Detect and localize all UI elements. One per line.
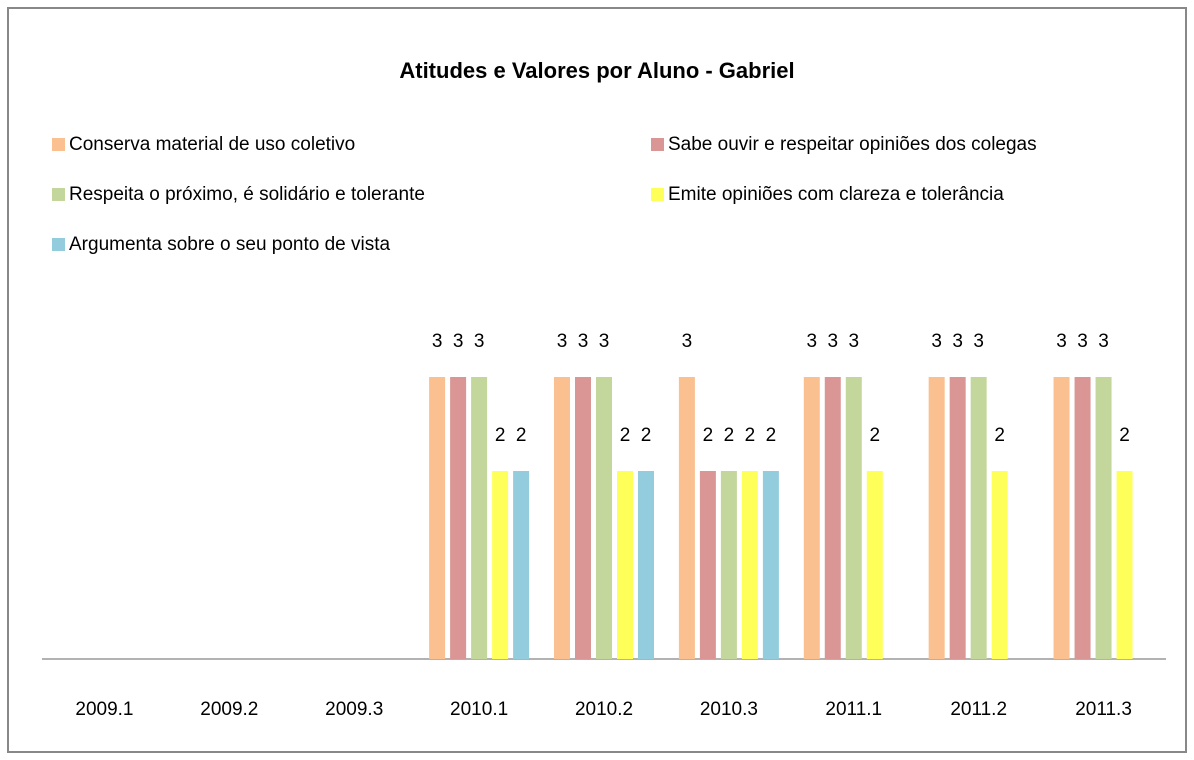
bar [513, 471, 530, 659]
legend-swatch [52, 188, 65, 201]
legend-label: Emite opiniões com clareza e tolerância [668, 184, 1004, 205]
bar [991, 471, 1008, 659]
bar [699, 471, 716, 659]
bar [845, 377, 862, 659]
data-label: 3 [474, 331, 485, 352]
x-tick-label: 2009.2 [200, 699, 258, 720]
x-tick-label: 2011.1 [825, 699, 882, 720]
legend-label: Conserva material de uso coletivo [69, 134, 355, 155]
data-label: 3 [1077, 331, 1088, 352]
bar [803, 377, 820, 659]
legend-label: Sabe ouvir e respeitar opiniões dos cole… [668, 134, 1037, 155]
data-label: 2 [724, 425, 735, 446]
data-label: 3 [827, 331, 838, 352]
bar [471, 377, 488, 659]
bar [1053, 377, 1070, 659]
data-label: 2 [495, 425, 506, 446]
data-label: 3 [973, 331, 984, 352]
data-label: 2 [516, 425, 527, 446]
bar [638, 471, 654, 659]
data-label: 3 [453, 331, 464, 352]
data-label: 2 [766, 425, 777, 446]
data-label: 2 [641, 425, 652, 446]
data-label: 2 [994, 425, 1005, 446]
bar [949, 377, 966, 659]
x-tick-label: 2010.2 [575, 699, 633, 720]
bar [1116, 471, 1133, 659]
bar [596, 377, 612, 659]
legend-label: Respeita o próximo, é solidário e tolera… [69, 184, 425, 205]
bar [617, 471, 633, 659]
bar [492, 471, 509, 659]
data-label: 3 [931, 331, 942, 352]
bar [1095, 377, 1112, 659]
data-label: 3 [1098, 331, 1109, 352]
bar [450, 377, 467, 659]
bar [928, 377, 945, 659]
bar [741, 471, 758, 659]
data-label: 3 [599, 331, 610, 352]
bar [1074, 377, 1091, 659]
bar [429, 377, 446, 659]
bar [720, 471, 737, 659]
data-label: 3 [848, 331, 859, 352]
data-label: 2 [1119, 425, 1130, 446]
legend-swatch [52, 138, 65, 151]
bar [762, 471, 779, 659]
legend-swatch [651, 188, 664, 201]
data-label: 3 [557, 331, 568, 352]
x-tick-label: 2009.1 [75, 699, 133, 720]
bar [866, 471, 883, 659]
data-label: 3 [432, 331, 443, 352]
legend-swatch [52, 238, 65, 251]
x-tick-label: 2010.1 [450, 699, 508, 720]
data-label: 2 [869, 425, 880, 446]
x-tick-label: 2010.3 [700, 699, 758, 720]
bar [575, 377, 591, 659]
data-label: 3 [806, 331, 817, 352]
data-label: 2 [620, 425, 631, 446]
x-tick-label: 2011.3 [1075, 699, 1132, 720]
data-label: 3 [952, 331, 963, 352]
data-label: 2 [745, 425, 756, 446]
legend-swatch [651, 138, 664, 151]
bar [824, 377, 841, 659]
bar [970, 377, 987, 659]
data-label: 3 [1056, 331, 1067, 352]
legend-label: Argumenta sobre o seu ponto de vista [69, 234, 391, 255]
data-label: 3 [682, 331, 693, 352]
data-label: 3 [578, 331, 589, 352]
x-tick-label: 2009.3 [325, 699, 383, 720]
x-tick-label: 2011.2 [950, 699, 1007, 720]
bar [678, 377, 695, 659]
chart-title: Atitudes e Valores por Aluno - Gabriel [399, 58, 794, 83]
data-label: 2 [703, 425, 714, 446]
bar [554, 377, 570, 659]
